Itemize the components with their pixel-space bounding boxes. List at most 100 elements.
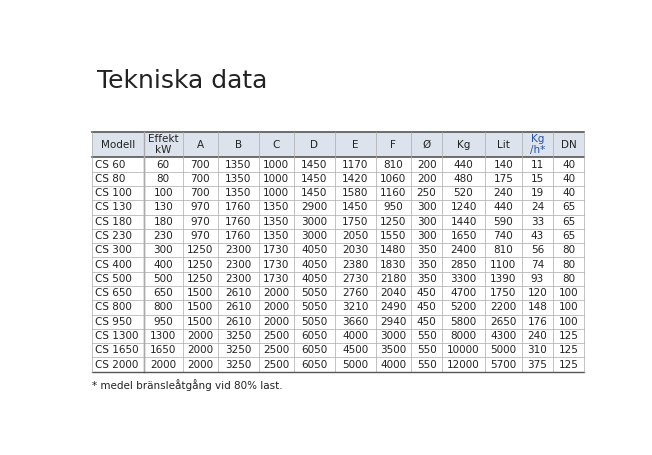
Text: 350: 350 xyxy=(417,245,436,255)
Text: Kg
/h*: Kg /h* xyxy=(530,134,545,155)
Text: 1830: 1830 xyxy=(380,259,407,269)
Text: Effekt
kW: Effekt kW xyxy=(148,134,179,155)
Text: 2380: 2380 xyxy=(342,259,368,269)
Text: 5700: 5700 xyxy=(490,359,516,369)
Text: 1760: 1760 xyxy=(225,231,252,241)
Text: 2300: 2300 xyxy=(225,259,251,269)
Text: 5200: 5200 xyxy=(451,303,477,313)
Text: 5800: 5800 xyxy=(451,317,477,327)
Text: 24: 24 xyxy=(531,202,544,212)
Bar xyxy=(91,214,584,229)
Text: CS 800: CS 800 xyxy=(95,303,132,313)
Text: 950: 950 xyxy=(153,317,173,327)
Bar xyxy=(91,200,584,214)
Text: 450: 450 xyxy=(417,303,436,313)
Text: 950: 950 xyxy=(383,202,403,212)
Text: D: D xyxy=(310,140,318,150)
Text: 1060: 1060 xyxy=(380,174,406,184)
Text: 125: 125 xyxy=(559,359,578,369)
Text: CS 1650: CS 1650 xyxy=(95,345,138,355)
Text: 2500: 2500 xyxy=(263,359,289,369)
Text: CS 300: CS 300 xyxy=(95,245,132,255)
Text: 480: 480 xyxy=(454,174,473,184)
Text: 15: 15 xyxy=(531,174,544,184)
Text: 1420: 1420 xyxy=(342,174,368,184)
Text: 4700: 4700 xyxy=(451,288,477,298)
Text: 810: 810 xyxy=(494,245,513,255)
Text: 74: 74 xyxy=(531,259,544,269)
Text: 2000: 2000 xyxy=(187,359,213,369)
Text: 2610: 2610 xyxy=(225,317,252,327)
Text: 590: 590 xyxy=(494,217,513,227)
Text: 180: 180 xyxy=(153,217,173,227)
Text: 1500: 1500 xyxy=(187,288,213,298)
Bar xyxy=(91,131,144,157)
Text: 1000: 1000 xyxy=(263,188,289,198)
Text: Ø: Ø xyxy=(422,140,431,150)
Text: 300: 300 xyxy=(417,231,436,241)
Text: 2400: 2400 xyxy=(451,245,477,255)
Bar xyxy=(91,286,584,300)
Text: 2000: 2000 xyxy=(187,331,213,341)
Text: F: F xyxy=(391,140,396,150)
Bar xyxy=(91,157,584,172)
Text: 1760: 1760 xyxy=(225,202,252,212)
Bar xyxy=(91,343,584,357)
Text: 5000: 5000 xyxy=(342,359,368,369)
Text: 1350: 1350 xyxy=(263,217,289,227)
Text: 2200: 2200 xyxy=(490,303,516,313)
Text: 8000: 8000 xyxy=(451,331,477,341)
Text: 4050: 4050 xyxy=(301,245,327,255)
Text: 200: 200 xyxy=(417,160,436,170)
Text: 1250: 1250 xyxy=(187,259,213,269)
Text: CS 400: CS 400 xyxy=(95,259,132,269)
Text: 33: 33 xyxy=(531,217,544,227)
Bar xyxy=(553,131,584,157)
Text: 1350: 1350 xyxy=(263,202,289,212)
Text: 1250: 1250 xyxy=(380,217,407,227)
Text: 2760: 2760 xyxy=(342,288,368,298)
Bar xyxy=(91,186,584,200)
Text: 100: 100 xyxy=(559,288,578,298)
Text: 11: 11 xyxy=(531,160,544,170)
Text: 2500: 2500 xyxy=(263,331,289,341)
Text: 1350: 1350 xyxy=(263,231,289,241)
Text: Kg: Kg xyxy=(457,140,470,150)
Text: 550: 550 xyxy=(417,345,436,355)
Bar xyxy=(91,314,584,329)
Text: 40: 40 xyxy=(562,160,575,170)
Text: 450: 450 xyxy=(417,288,436,298)
Text: 100: 100 xyxy=(153,188,173,198)
Text: 1750: 1750 xyxy=(490,288,516,298)
Text: 56: 56 xyxy=(531,245,544,255)
Text: 176: 176 xyxy=(527,317,547,327)
Text: 80: 80 xyxy=(562,259,575,269)
Text: 2610: 2610 xyxy=(225,288,252,298)
Text: 1240: 1240 xyxy=(451,202,477,212)
Text: 700: 700 xyxy=(190,174,210,184)
Text: 10000: 10000 xyxy=(447,345,480,355)
Text: CS 2000: CS 2000 xyxy=(95,359,138,369)
Text: 2030: 2030 xyxy=(342,245,368,255)
Text: 120: 120 xyxy=(527,288,547,298)
Text: 1250: 1250 xyxy=(187,274,213,284)
Text: 350: 350 xyxy=(417,259,436,269)
Text: 375: 375 xyxy=(527,359,547,369)
Text: 100: 100 xyxy=(559,303,578,313)
Text: 300: 300 xyxy=(153,245,173,255)
Text: 1480: 1480 xyxy=(380,245,407,255)
Text: C: C xyxy=(273,140,280,150)
Text: 65: 65 xyxy=(562,231,575,241)
Bar xyxy=(335,131,376,157)
Text: 65: 65 xyxy=(562,217,575,227)
Text: 40: 40 xyxy=(562,174,575,184)
Bar xyxy=(485,131,522,157)
Text: 4500: 4500 xyxy=(342,345,368,355)
Text: 12000: 12000 xyxy=(447,359,480,369)
Text: 1390: 1390 xyxy=(490,274,516,284)
Text: A: A xyxy=(197,140,203,150)
Bar xyxy=(259,131,294,157)
Text: 130: 130 xyxy=(153,202,173,212)
Bar xyxy=(218,131,259,157)
Text: 148: 148 xyxy=(527,303,547,313)
